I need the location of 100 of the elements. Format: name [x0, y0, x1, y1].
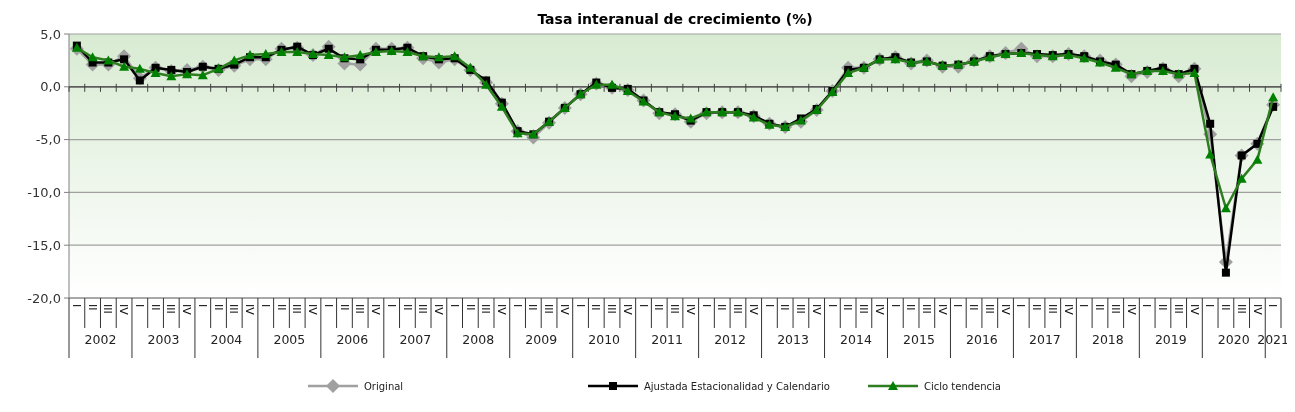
- x-tick-label: I: [1203, 304, 1217, 308]
- x-tick-label: IV: [1124, 304, 1138, 316]
- x-tick-label: II: [589, 304, 603, 311]
- y-tick-label: 5,0: [40, 26, 61, 42]
- text: 2002: [84, 332, 117, 347]
- x-tick-label: III: [794, 304, 808, 314]
- x-tick-label: IV: [306, 304, 320, 316]
- x-tick-label: III: [479, 304, 493, 314]
- x-tick-label: IV: [369, 304, 383, 316]
- x-tick-label: I: [1266, 304, 1280, 308]
- x-tick-label: I: [321, 304, 335, 308]
- x-tick-label: I: [384, 304, 398, 308]
- x-tick-label: II: [526, 304, 540, 311]
- legend-label: Original: [364, 380, 404, 392]
- x-tick-label: III: [1045, 304, 1059, 314]
- x-tick-label: IV: [180, 304, 194, 316]
- x-tick-label: III: [919, 304, 933, 314]
- x-tick-label: III: [1234, 304, 1248, 314]
- text: 2012: [714, 332, 746, 347]
- chart-title: Tasa interanual de crecimiento (%): [537, 11, 813, 27]
- x-tick-label: II: [463, 304, 477, 311]
- x-tick-label: I: [1077, 304, 1091, 308]
- x-tick-label: I: [510, 304, 524, 308]
- text: 2017: [1028, 332, 1061, 347]
- x-tick-label: IV: [243, 304, 257, 316]
- x-tick-label: IV: [1187, 304, 1201, 316]
- x-tick-label: II: [967, 304, 981, 311]
- x-tick-label: IV: [872, 304, 886, 316]
- text: 2003: [147, 332, 180, 347]
- x-tick-label: IV: [746, 304, 760, 316]
- text: 2004: [210, 332, 243, 347]
- x-tick-label: III: [857, 304, 871, 314]
- x-tick-label: I: [699, 304, 713, 308]
- x-tick-label: IV: [1061, 304, 1075, 316]
- legend-label: Ciclo tendencia: [924, 380, 1001, 392]
- x-tick-label: III: [1108, 304, 1122, 314]
- x-tick-label: III: [982, 304, 996, 314]
- y-tick-label: -15,0: [27, 237, 61, 253]
- text: 2008: [462, 332, 495, 347]
- y-tick-label: 0,0: [40, 79, 61, 95]
- x-tick-label: II: [148, 304, 162, 311]
- y-tick-label: -20,0: [27, 290, 61, 306]
- x-tick-label: II: [337, 304, 351, 311]
- x-tick-label: III: [353, 304, 367, 314]
- text: 2015: [903, 332, 935, 347]
- x-tick-label: II: [1156, 304, 1170, 311]
- x-tick-label: I: [447, 304, 461, 308]
- text: 2009: [525, 332, 558, 347]
- x-tick-label: II: [904, 304, 918, 311]
- x-tick-label: IV: [557, 304, 571, 316]
- x-tick-label: II: [715, 304, 729, 311]
- x-tick-label: IV: [432, 304, 446, 316]
- x-tick-label: I: [70, 304, 84, 308]
- x-tick-label: II: [1093, 304, 1107, 311]
- x-tick-label: IV: [117, 304, 131, 316]
- x-tick-label: III: [101, 304, 115, 314]
- x-tick-label: I: [195, 304, 209, 308]
- x-tick-label: II: [211, 304, 225, 311]
- x-tick-label: IV: [495, 304, 509, 316]
- y-tick-label: -5,0: [35, 132, 61, 148]
- x-tick-label: I: [258, 304, 272, 308]
- text: 2006: [336, 332, 369, 347]
- x-tick-label: II: [85, 304, 99, 311]
- x-tick-label: IV: [998, 304, 1012, 316]
- x-tick-label: III: [731, 304, 745, 314]
- text: 2019: [1154, 332, 1187, 347]
- text: 2016: [966, 332, 998, 347]
- x-tick-label: III: [605, 304, 619, 314]
- x-tick-label: IV: [683, 304, 697, 316]
- text: 2010: [588, 332, 621, 347]
- x-tick-label: II: [1030, 304, 1044, 311]
- x-tick-label: I: [573, 304, 587, 308]
- x-tick-label: II: [652, 304, 666, 311]
- x-tick-label: I: [888, 304, 902, 308]
- text: 2005: [273, 332, 306, 347]
- x-tick-label: III: [542, 304, 556, 314]
- x-tick-label: I: [951, 304, 965, 308]
- text: 2011: [651, 332, 684, 347]
- x-tick-label: I: [762, 304, 776, 308]
- text: 2013: [777, 332, 809, 347]
- x-tick-label: II: [400, 304, 414, 311]
- x-tick-label: I: [825, 304, 839, 308]
- x-tick-label: IV: [935, 304, 949, 316]
- x-tick-label: IV: [1250, 304, 1264, 316]
- x-tick-label: II: [274, 304, 288, 311]
- text: 2007: [399, 332, 432, 347]
- x-tick-label: I: [636, 304, 650, 308]
- x-tick-label: III: [290, 304, 304, 314]
- x-tick-label: III: [1171, 304, 1185, 314]
- text: 2020: [1217, 332, 1250, 347]
- legend-label: Ajustada Estacionalidad y Calendario: [644, 380, 830, 392]
- x-tick-label: I: [1014, 304, 1028, 308]
- x-tick-label: I: [132, 304, 146, 308]
- x-tick-label: II: [1219, 304, 1233, 311]
- x-tick-label: III: [416, 304, 430, 314]
- x-tick-label: IV: [809, 304, 823, 316]
- text: 2014: [840, 332, 872, 347]
- y-tick-label: -10,0: [27, 184, 61, 200]
- text: 2018: [1091, 332, 1124, 347]
- x-tick-label: II: [841, 304, 855, 311]
